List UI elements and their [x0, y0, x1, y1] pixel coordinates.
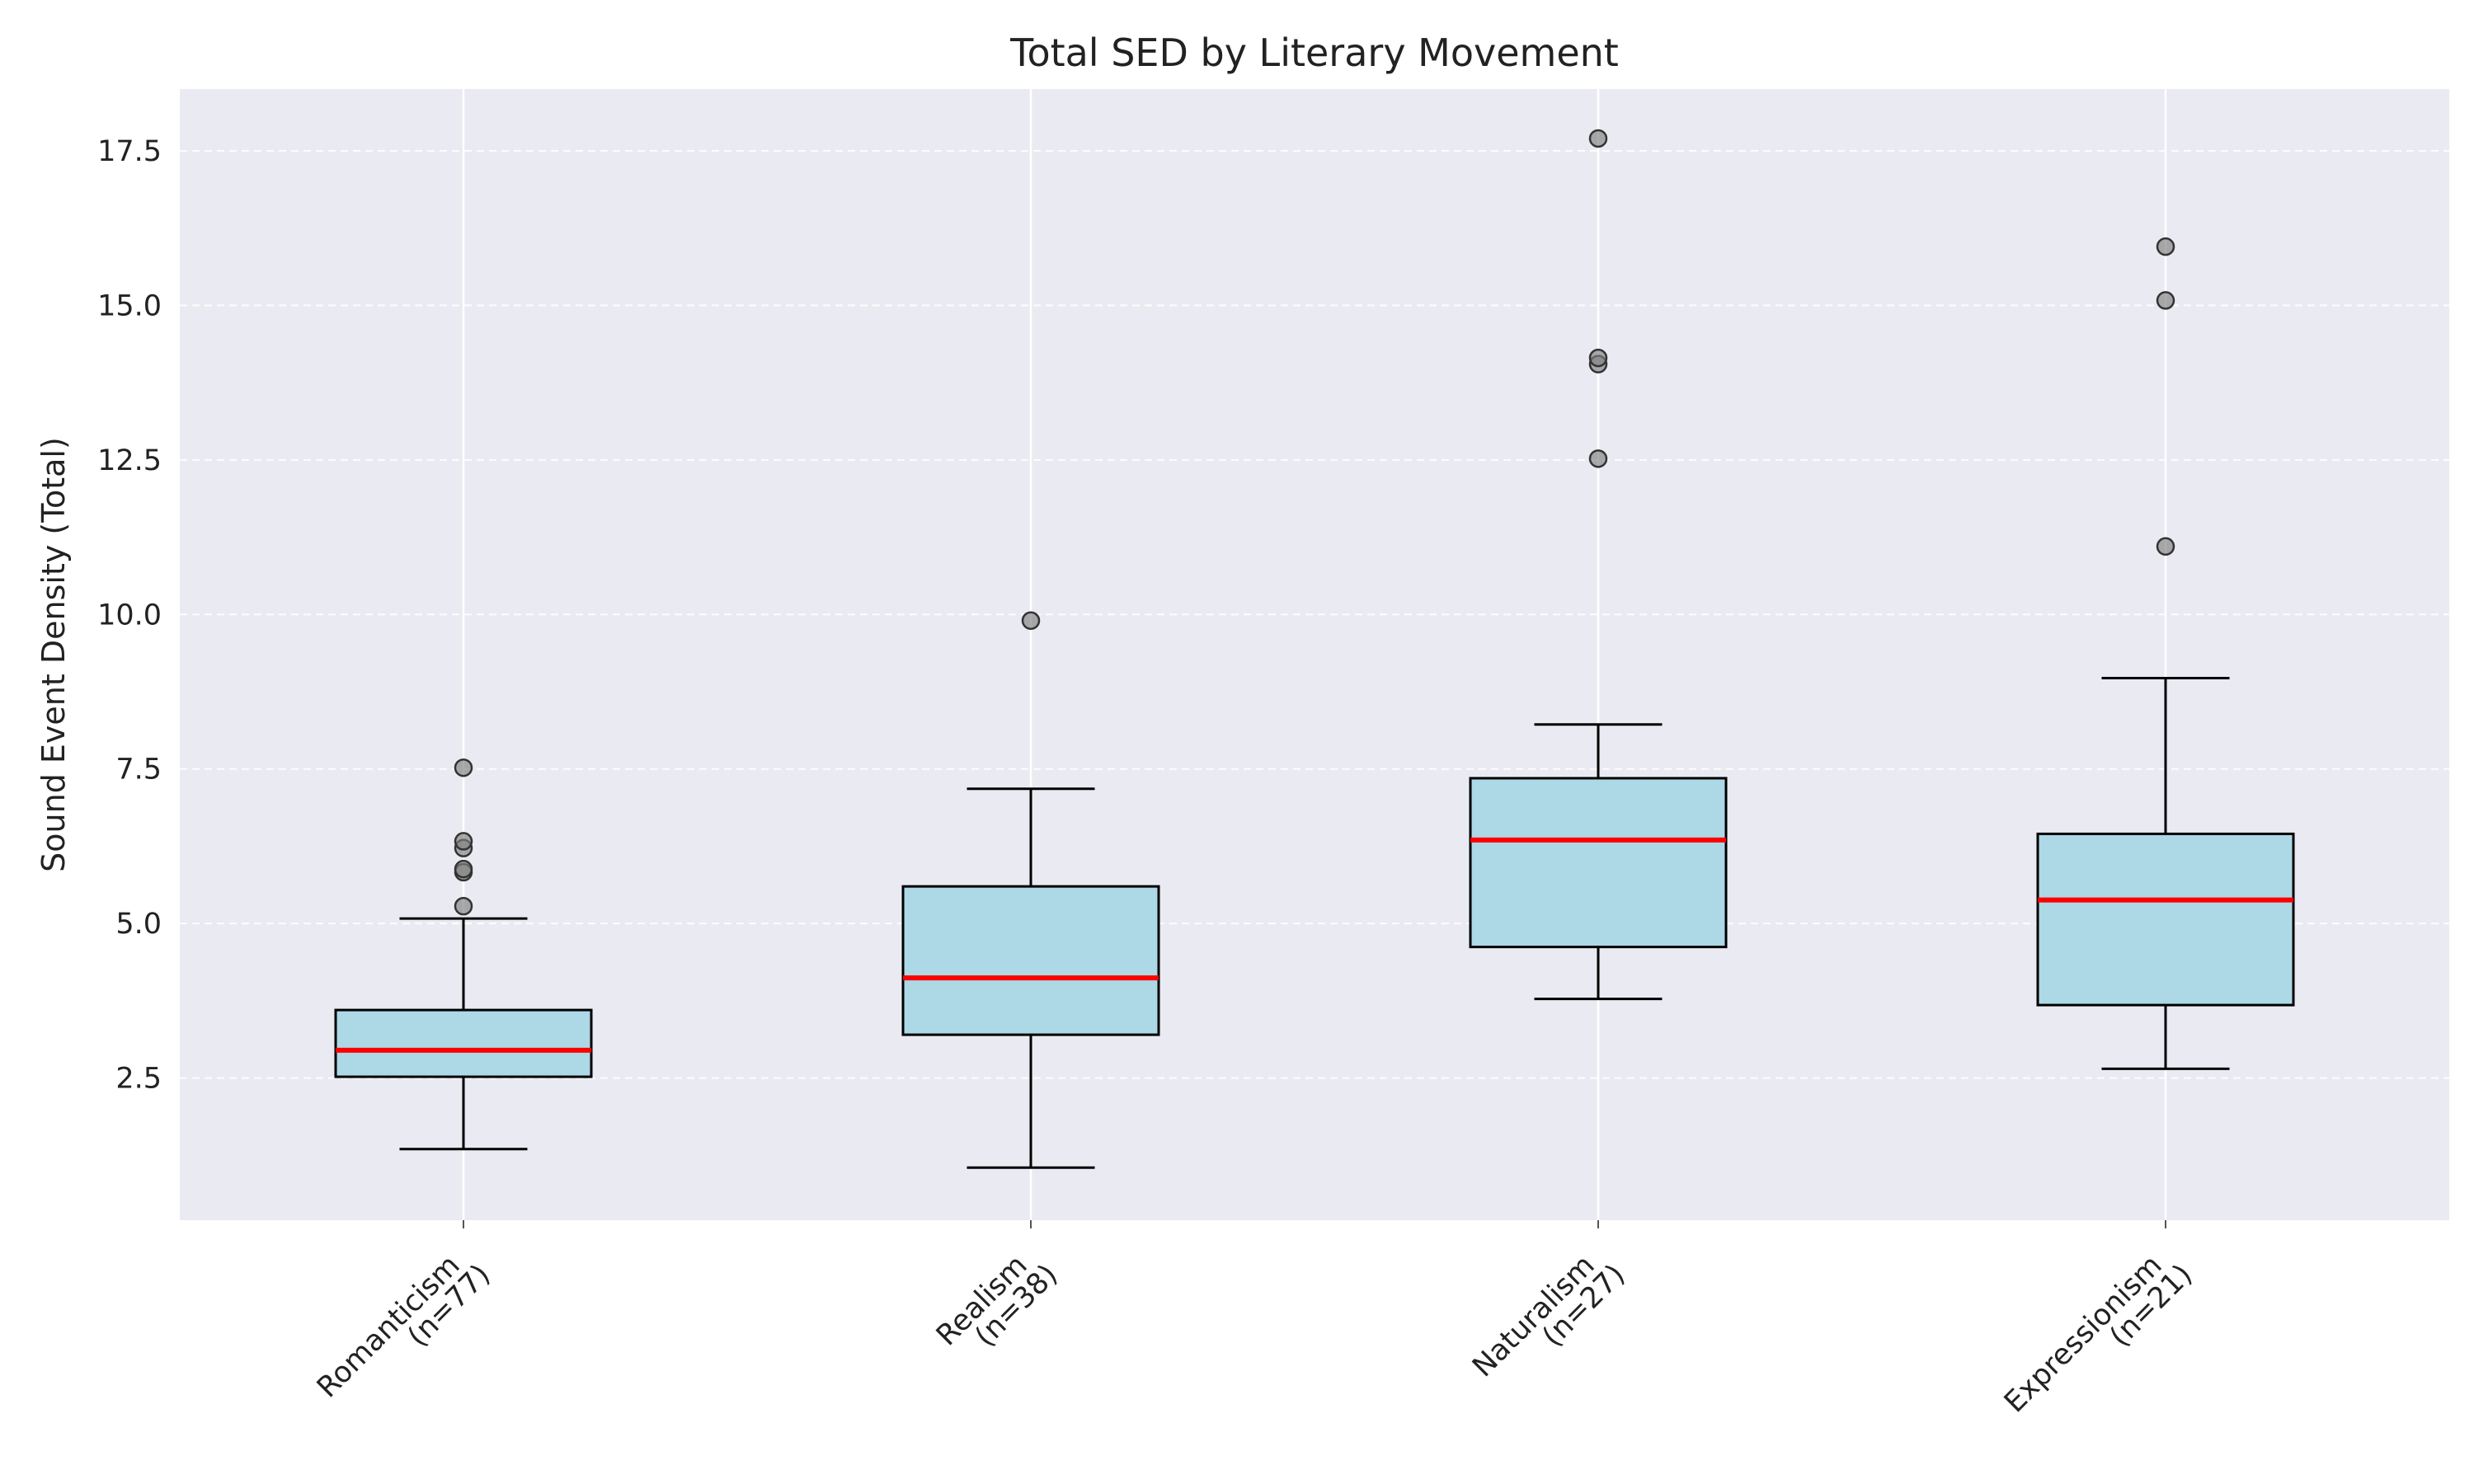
chart-title: Total SED by Literary Movement: [1009, 31, 1619, 75]
outlier-point: [454, 896, 473, 916]
y-tick-label: 7.5: [115, 754, 162, 787]
outlier-point: [454, 758, 473, 777]
outlier-point: [1588, 129, 1608, 148]
y-tick-label: 17.5: [97, 135, 162, 168]
x-tick-label: Realism(n=38): [930, 1238, 1064, 1372]
box-realism: [901, 611, 1160, 1169]
x-axis-categories: Romanticism(n=77) Realism(n=38) Naturalism…: [311, 1220, 2199, 1439]
iqr-box: [334, 1008, 593, 1078]
y-tick-label: 2.5: [115, 1063, 162, 1096]
outlier-point: [2156, 291, 2175, 310]
x-tick-label: Naturalism(n=27): [1466, 1238, 1631, 1403]
y-axis-label: Sound Event Density (Total): [35, 437, 72, 872]
outlier-point: [2156, 237, 2175, 256]
outlier-point: [2156, 537, 2175, 556]
box-naturalism: [1469, 129, 1728, 1001]
outlier-point: [1588, 449, 1608, 468]
iqr-box: [901, 885, 1160, 1036]
iqr-box: [2036, 832, 2295, 1007]
y-tick-label: 5.0: [115, 908, 162, 941]
outlier-point: [1588, 348, 1608, 368]
outlier-point: [1021, 611, 1041, 631]
outlier-point: [454, 859, 473, 879]
x-tick-label: Expressionism(n=21): [1998, 1238, 2199, 1439]
x-tick-label: Romanticism(n=77): [311, 1238, 496, 1424]
y-tick-label: 15.0: [97, 289, 162, 322]
y-tick-label: 12.5: [97, 444, 162, 477]
y-axis-ticks: 2.5 5.0 7.5 10.0 12.5 15.0 17.5: [97, 135, 162, 1096]
box-series: [334, 129, 2295, 1169]
box-expressionism: [2036, 237, 2295, 1070]
outlier-point: [454, 832, 473, 851]
iqr-box: [1469, 777, 1728, 949]
box-romanticism: [334, 758, 593, 1151]
y-tick-label: 10.0: [97, 599, 162, 632]
